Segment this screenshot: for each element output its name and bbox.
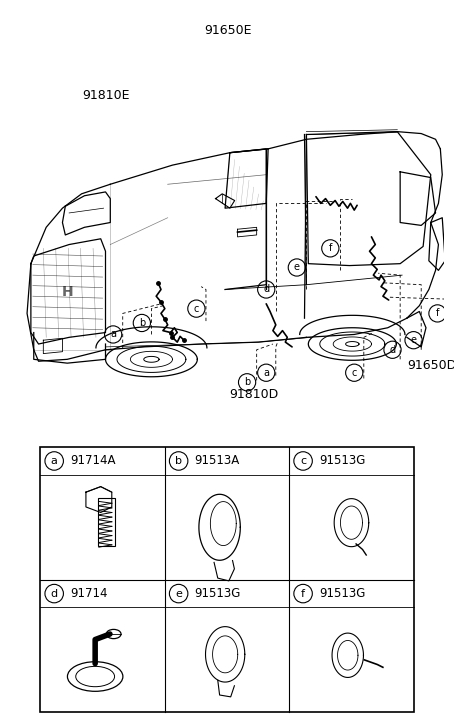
Text: a: a <box>51 456 58 466</box>
Bar <box>98 498 114 546</box>
Text: a: a <box>263 368 269 378</box>
Text: 91714: 91714 <box>70 587 108 600</box>
Text: 91513G: 91513G <box>319 454 365 467</box>
Text: a: a <box>110 329 116 340</box>
Text: 91650E: 91650E <box>204 25 252 38</box>
Text: d: d <box>263 284 269 294</box>
Text: 91513A: 91513A <box>194 454 240 467</box>
Text: 91513G: 91513G <box>319 587 365 600</box>
Bar <box>40 447 414 712</box>
Text: b: b <box>244 377 250 387</box>
Text: 91810D: 91810D <box>229 388 278 401</box>
Text: b: b <box>175 456 182 466</box>
Text: 91810E: 91810E <box>82 89 129 102</box>
Text: f: f <box>301 589 305 598</box>
Text: d: d <box>390 345 395 355</box>
Text: c: c <box>194 304 199 313</box>
Text: e: e <box>410 335 417 345</box>
Text: e: e <box>294 262 300 273</box>
Text: c: c <box>351 368 357 378</box>
Text: 91513G: 91513G <box>194 587 241 600</box>
Text: d: d <box>51 589 58 598</box>
Text: 91650D: 91650D <box>407 359 454 372</box>
Text: e: e <box>175 589 182 598</box>
Text: H: H <box>61 286 73 300</box>
Text: f: f <box>329 244 332 253</box>
Text: f: f <box>436 308 439 318</box>
Text: b: b <box>139 318 145 328</box>
Text: c: c <box>300 456 306 466</box>
Text: 91714A: 91714A <box>70 454 115 467</box>
